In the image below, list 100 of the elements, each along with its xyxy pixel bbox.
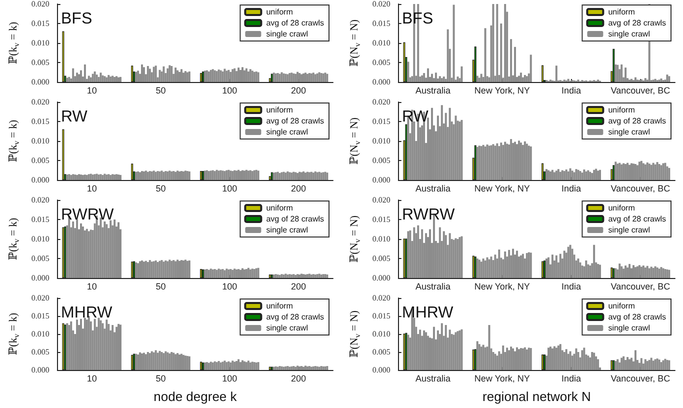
x-tick-label: Vancouver, BC [610, 184, 671, 194]
x-tick-label: India [562, 282, 582, 292]
y-tick-label: 0.015 [31, 19, 50, 28]
legend-label: single crawl [266, 128, 308, 136]
y-tick-label: 0.010 [31, 234, 50, 244]
chart-title: RWRW [61, 206, 115, 224]
legend-label: single crawl [608, 226, 650, 234]
chart-title: BFS [402, 10, 434, 28]
chart-title: RWRW [402, 206, 456, 224]
x-tick-label: Australia [415, 184, 450, 194]
y-tick-label: 0.005 [372, 254, 390, 263]
legend-label: single crawl [608, 30, 650, 38]
y-tick-label: 0.015 [31, 215, 50, 224]
y-tick-label: 0.005 [372, 156, 390, 165]
x-tick-label: India [562, 86, 582, 96]
legend-label: avg of 28 crawls [608, 214, 666, 224]
x-tick-label: 10 [86, 282, 97, 292]
y-tick-label: 0.020 [372, 196, 390, 204]
x-tick-label: 50 [156, 374, 166, 384]
y-tick-label: 0.010 [31, 38, 50, 48]
chart-title: RW [402, 108, 430, 126]
legend-label: avg of 28 crawls [266, 214, 324, 224]
y-tick-label: 0.005 [31, 156, 50, 165]
x-tick-label: 200 [291, 282, 306, 292]
x-tick-label: 50 [156, 86, 166, 96]
y-tick-label: 0.005 [372, 58, 390, 67]
x-tick-label: 10 [86, 374, 97, 384]
y-axis-title: ℙ(kv = k) [8, 218, 21, 260]
y-axis-title: ℙ(kv = k) [8, 120, 21, 162]
x-tick-label: 100 [222, 184, 238, 194]
legend-label: avg of 28 crawls [266, 116, 324, 126]
x-axis-title: regional network N [482, 389, 591, 404]
y-tick-label: 0.015 [372, 215, 390, 224]
legend-label: uniform [608, 204, 636, 212]
y-tick-label: 0.000 [31, 366, 50, 374]
y-tick-label: 0.010 [372, 38, 390, 48]
y-tick-label: 0.020 [372, 0, 390, 8]
x-tick-label: 50 [156, 282, 166, 292]
x-tick-label: India [562, 374, 582, 384]
y-axis-title: ℙ(Nv = N) [348, 215, 362, 263]
y-tick-label: 0.010 [31, 330, 50, 338]
legend-label: uniform [266, 302, 294, 310]
x-tick-label: 200 [291, 86, 306, 96]
y-tick-label: 0.005 [31, 58, 50, 67]
x-tick-label: Vancouver, BC [610, 282, 671, 292]
y-axis-title: ℙ(Nv = N) [348, 310, 362, 358]
legend-label: uniform [608, 106, 636, 114]
chart-title: MHRW [402, 304, 454, 322]
legend-label: uniform [266, 8, 294, 16]
legend-label: avg of 28 crawls [608, 116, 666, 126]
y-tick-label: 0.000 [372, 366, 390, 374]
y-tick-label: 0.020 [31, 0, 50, 8]
y-tick-label: 0.020 [31, 196, 50, 204]
y-tick-label: 0.010 [372, 330, 390, 338]
y-tick-label: 0.015 [372, 312, 390, 320]
legend-label: avg of 28 crawls [608, 312, 666, 322]
y-tick-label: 0.000 [372, 176, 390, 184]
legend-label: single crawl [608, 128, 650, 136]
y-tick-label: 0.010 [372, 136, 390, 146]
y-tick-label: 0.020 [372, 98, 390, 106]
y-axis-title: ℙ(Nv = N) [348, 117, 362, 165]
legend-label: uniform [266, 204, 294, 212]
y-tick-label: 0.015 [372, 19, 390, 28]
x-tick-label: New York, NY [474, 184, 530, 194]
legend-label: uniform [266, 106, 294, 114]
x-tick-label: New York, NY [474, 86, 530, 96]
y-axis-title: ℙ(Nv = N) [348, 19, 362, 67]
x-axis-title: node degree k [154, 389, 238, 404]
legend-label: uniform [608, 8, 636, 16]
x-tick-label: 200 [291, 184, 306, 194]
x-tick-label: 100 [222, 86, 238, 96]
y-tick-label: 0.000 [31, 78, 50, 86]
x-tick-label: Australia [415, 86, 450, 96]
x-tick-label: 100 [222, 282, 238, 292]
y-tick-label: 0.000 [372, 274, 390, 282]
y-axis-title: ℙ(kv = k) [8, 22, 21, 64]
y-tick-label: 0.015 [31, 117, 50, 126]
chart-title: RW [61, 108, 88, 126]
x-tick-label: 200 [291, 374, 306, 384]
chart-title: BFS [61, 10, 92, 28]
y-tick-label: 0.020 [31, 98, 50, 106]
x-tick-label: Australia [415, 374, 450, 384]
y-tick-label: 0.000 [372, 78, 390, 86]
y-tick-label: 0.015 [372, 117, 390, 126]
y-tick-label: 0.020 [372, 294, 390, 302]
x-tick-label: New York, NY [474, 374, 530, 384]
legend-label: single crawl [266, 324, 308, 332]
legend-label: avg of 28 crawls [266, 312, 324, 322]
x-tick-label: India [562, 184, 582, 194]
x-tick-label: 10 [86, 184, 97, 194]
x-tick-label: 50 [156, 184, 166, 194]
legend-label: avg of 28 crawls [266, 18, 324, 28]
y-axis-title: ℙ(kv = k) [8, 312, 21, 356]
y-tick-label: 0.000 [31, 274, 50, 282]
y-tick-label: 0.005 [31, 348, 50, 356]
y-tick-label: 0.020 [31, 294, 50, 302]
y-tick-label: 0.010 [372, 234, 390, 244]
y-tick-label: 0.010 [31, 136, 50, 146]
legend-label: avg of 28 crawls [608, 18, 666, 28]
y-tick-label: 0.005 [31, 254, 50, 263]
